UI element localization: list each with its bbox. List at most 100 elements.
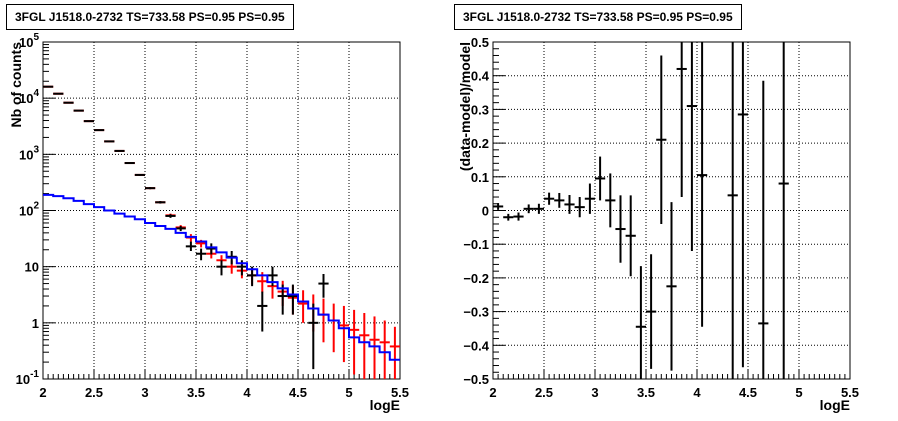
y-tick-label: 1 [32,316,39,331]
data-point [318,298,329,343]
data-point [83,120,94,123]
y-tick-label: 102 [19,201,39,219]
y-tick-label: 0 [482,204,489,219]
data-point [533,203,544,214]
right-plot-title: 3FGL J1518.0-2732 TS=733.58 PS=0.95 PS=0… [454,4,742,30]
data-point [737,42,748,368]
data-point [584,183,595,214]
left-y-axis-label: Nb of counts [8,42,24,128]
data-point [778,42,789,379]
y-tick-label: 0.1 [471,170,489,185]
data-point [185,234,196,242]
y-tick-label: −0.2 [463,271,489,286]
data-point [646,254,657,369]
x-tick-label: 5.5 [841,385,859,400]
data-point [63,101,74,104]
data-point [308,303,319,370]
data-point [369,316,380,379]
x-tick-label: 2.5 [85,385,103,400]
data-point [155,201,166,204]
x-tick-label: 5.5 [391,385,409,400]
data-point [328,303,339,353]
y-tick-label: 0.5 [471,35,489,50]
data-point [134,173,145,176]
data-point [53,92,64,95]
y-tick-label: 0.2 [471,136,489,151]
model-step-line [43,193,400,361]
data-point [73,109,84,112]
data-point [359,312,370,379]
data-point [124,162,135,165]
x-tick-label: 5 [795,385,802,400]
y-tick-label: 104 [19,88,39,106]
x-tick-label: 3.5 [637,385,655,400]
y-tick-label: 10 [25,260,39,275]
data-point [493,203,504,210]
y-tick-label: −0.3 [463,305,489,320]
data-point [175,225,186,232]
y-tick-label: −0.5 [463,372,489,387]
data-point [196,248,207,261]
x-tick-label: 4 [693,385,701,400]
data-point [379,320,390,379]
x-tick-label: 2.5 [535,385,553,400]
data-point [216,260,227,276]
data-point [513,212,524,221]
y-tick-label: 0.3 [471,102,489,117]
data-point [206,243,217,255]
data-point [257,291,268,332]
x-tick-label: 4 [243,385,251,400]
data-point [635,266,646,379]
data-point [615,195,626,263]
data-point [564,194,575,214]
x-tick-label: 2 [39,385,46,400]
right-plot-panel: 2 2.5 3 3.5 4 4.5 5 5.5 −0.5 −0.4 −0.3 −0.2 −0.1 0 0.1… [463,35,859,400]
y-tick-label: 105 [19,32,39,50]
data-point [318,274,329,298]
x-tick-label: 3.5 [187,385,205,400]
data-point [574,197,585,218]
data-point [656,55,667,224]
data-point [43,85,54,88]
data-point [277,284,288,315]
left-x-axis-label: logE [370,397,400,413]
data-point [349,309,360,375]
data-point [389,326,400,379]
data-point [165,214,176,218]
right-y-axis-label: (data-model)/model [457,42,473,171]
data-point [185,241,196,252]
data-point [625,195,636,277]
data-point [298,290,309,323]
x-tick-label: 3 [141,385,148,400]
data-point [605,173,616,228]
left-plot-title: 3FGL J1518.0-2732 TS=733.58 PS=0.95 PS=0… [6,4,294,30]
x-tick-label: 4.5 [289,385,307,400]
data-point [666,202,677,371]
x-tick-label: 5 [345,385,352,400]
y-tick-label: 0.4 [471,69,490,84]
data-point [338,305,349,363]
plot-area [43,85,400,379]
y-tick-label: −0.1 [463,237,489,252]
x-tick-label: 4.5 [739,385,757,400]
data-point [676,42,687,198]
data-point [544,192,555,205]
data-point [94,129,105,132]
data-point [114,149,125,152]
data-point [554,192,565,208]
data-point [287,284,298,315]
x-tick-label: 3 [591,385,598,400]
data-point [595,156,606,201]
data-point [104,140,115,143]
data-point [697,42,708,327]
y-tick-label: 10-1 [16,369,40,387]
data-point [758,80,769,379]
data-point [727,42,738,379]
left-plot-panel: 2 2.5 3 3.5 4 4.5 5 5.5 10-1 1 10 102 103 104 105 [16,32,409,400]
data-point [267,266,278,287]
data-point [523,204,534,214]
data-point [503,213,514,221]
y-tick-label: 103 [19,144,39,162]
data-point [145,187,156,190]
